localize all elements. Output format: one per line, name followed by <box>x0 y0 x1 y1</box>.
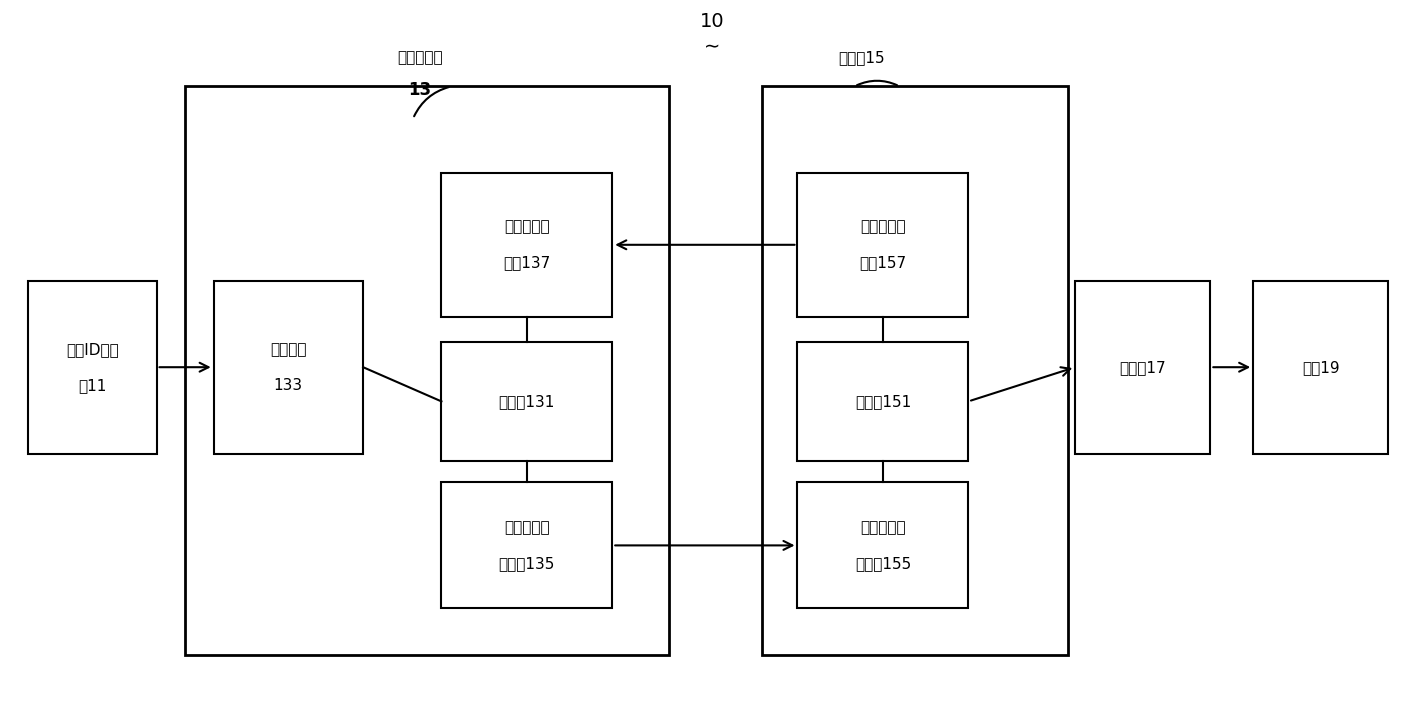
Bar <box>214 281 363 454</box>
Bar <box>762 86 1068 655</box>
Bar <box>1075 281 1210 454</box>
Text: ∼: ∼ <box>703 37 721 56</box>
Bar <box>797 342 968 461</box>
Text: 读卡电路: 读卡电路 <box>271 342 306 356</box>
Text: 13: 13 <box>409 81 431 99</box>
Text: 控制器151: 控制器151 <box>854 394 911 409</box>
Text: 车辆ID识别: 车辆ID识别 <box>66 342 120 356</box>
Text: 光信号发射: 光信号发射 <box>860 220 906 234</box>
Text: 10: 10 <box>699 12 725 31</box>
Text: 控制器131: 控制器131 <box>498 394 555 409</box>
Text: 控制装17: 控制装17 <box>1119 360 1166 374</box>
Text: 无线信号发: 无线信号发 <box>504 520 550 535</box>
Text: 射电路135: 射电路135 <box>498 556 555 571</box>
Bar <box>797 482 968 608</box>
Text: 电路137: 电路137 <box>503 256 551 270</box>
Text: 卡11: 卡11 <box>78 378 107 392</box>
Bar <box>28 281 157 454</box>
Text: 电路157: 电路157 <box>859 256 907 270</box>
Text: 光信号接收: 光信号接收 <box>504 220 550 234</box>
Text: 无线信号接: 无线信号接 <box>860 520 906 535</box>
Bar <box>1253 281 1388 454</box>
Text: 道阖19: 道阖19 <box>1302 360 1340 374</box>
Bar <box>441 482 612 608</box>
Bar <box>441 342 612 461</box>
Text: 信号发射座: 信号发射座 <box>397 50 443 65</box>
Text: 阅读器15: 阅读器15 <box>839 50 884 65</box>
Bar <box>797 173 968 317</box>
Text: 133: 133 <box>273 378 303 392</box>
Bar <box>441 173 612 317</box>
Bar <box>185 86 669 655</box>
Text: 收电路155: 收电路155 <box>854 556 911 571</box>
